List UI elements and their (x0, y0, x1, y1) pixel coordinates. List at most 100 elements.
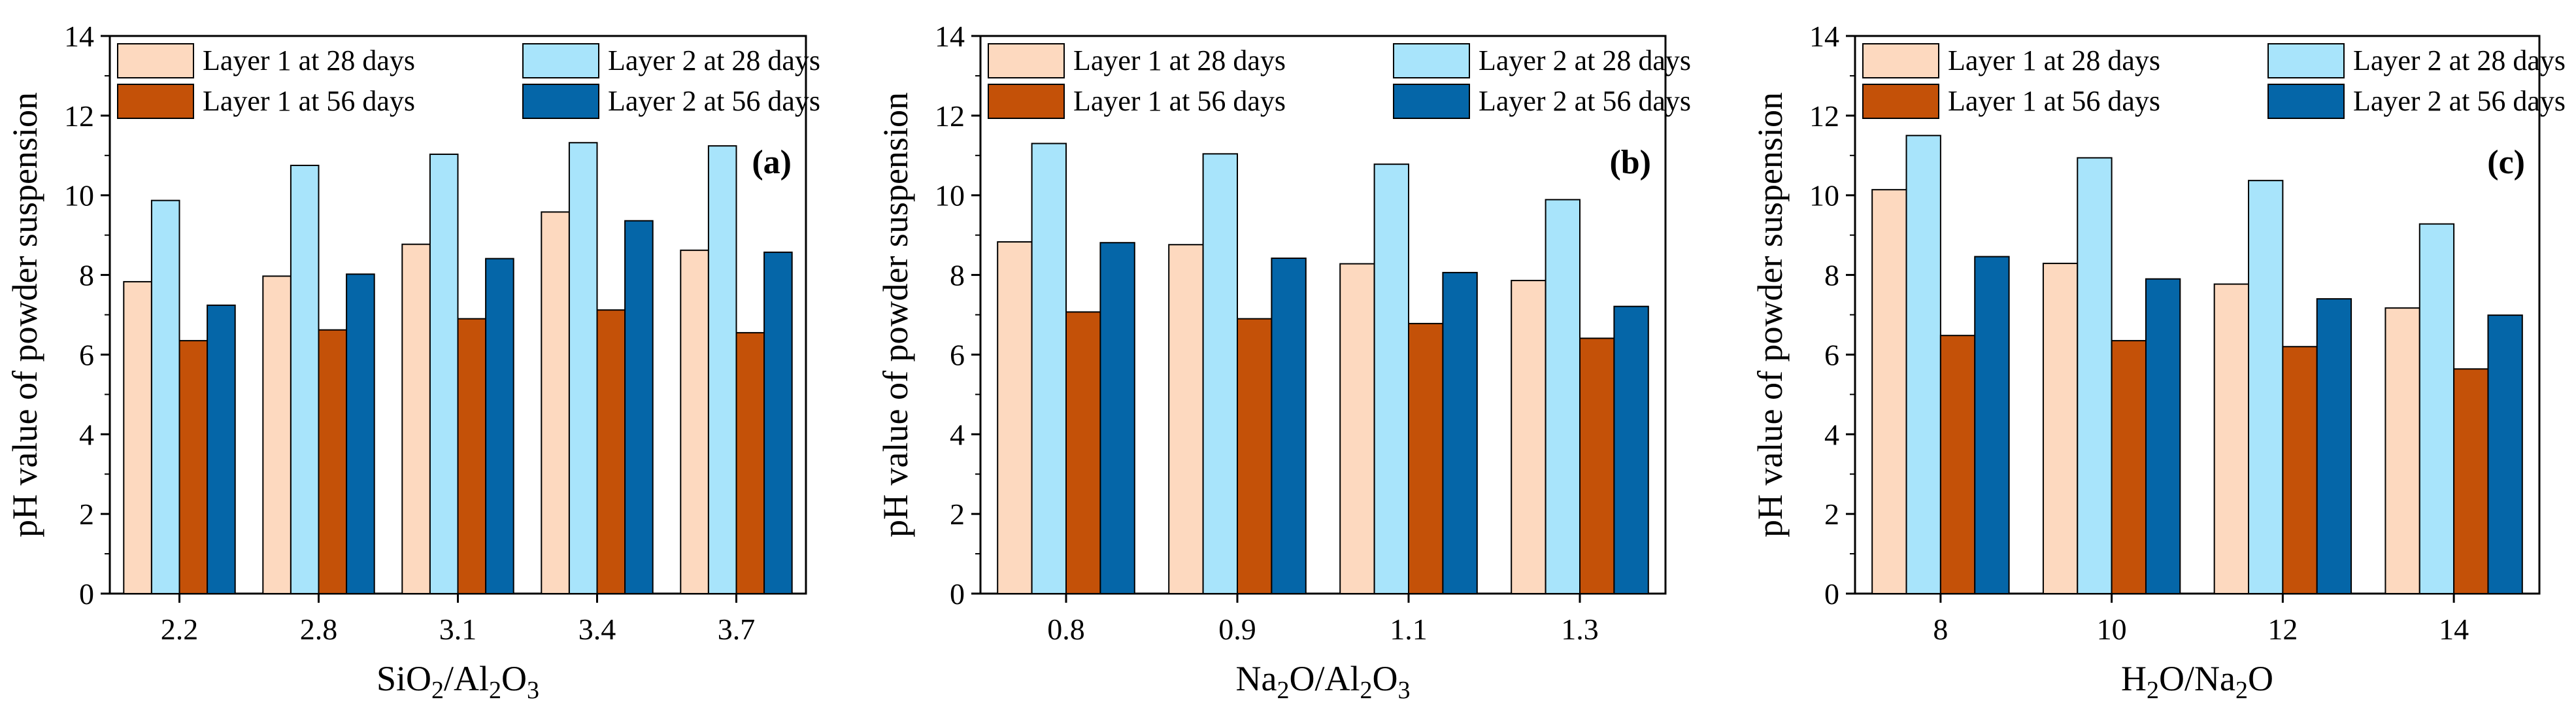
x-axis-title-subscript: 2 (1277, 677, 1289, 704)
y-tick-label: 4 (950, 418, 965, 451)
bar-layer1-56 (1408, 322, 1444, 594)
bar-layer2-56 (2145, 278, 2181, 594)
bar-layer1-28 (2384, 307, 2420, 594)
bar-layer2-28 (290, 165, 320, 594)
x-axis-title-part: SiO (376, 659, 431, 698)
bar-layer2-28 (568, 142, 598, 594)
bar-layer2-56 (624, 220, 654, 594)
legend-label: Layer 2 at 56 days (608, 85, 820, 117)
bar-layer2-28 (1031, 143, 1067, 594)
legend-label: Layer 2 at 56 days (1479, 85, 1691, 117)
legend-swatch (988, 84, 1065, 119)
chart-panel-b: 0 2 4 6 8 10 12 14 pH value of powder suspension… (876, 20, 1691, 704)
x-axis-title-part: O (1372, 659, 1397, 698)
legend-label: Layer 1 at 28 days (203, 44, 415, 76)
y-tick-label: 6 (79, 338, 94, 371)
y-tick-label: 6 (950, 338, 965, 371)
bar-layer2-56 (1099, 242, 1135, 594)
x-axis-title-part: O/Na (2159, 659, 2235, 698)
x-axis-title-subscript: 2 (431, 677, 444, 704)
y-axis-title: pH value of powder suspension (1750, 92, 1790, 537)
bar-layer2-56 (485, 258, 514, 595)
x-tick-label: 3.4 (578, 613, 616, 646)
bar-layer1-28 (997, 241, 1033, 594)
chart-panel-a: 0 2 4 6 8 10 12 14 pH value of powder suspension… (5, 20, 820, 704)
y-tick-label: 4 (1824, 418, 1839, 451)
bar-layer1-56 (318, 329, 348, 594)
x-tick-label: 3.7 (718, 613, 756, 646)
x-axis-title-part: O (501, 659, 527, 698)
legend-label: Layer 1 at 28 days (1073, 44, 1286, 76)
bar-layer2-28 (1545, 199, 1581, 594)
x-axis-title-part: /Al (444, 659, 489, 698)
x-axis-title-part: H (2121, 659, 2147, 698)
x-axis-title: SiO2/Al2O3 (376, 659, 539, 704)
bar-layer1-56 (596, 309, 626, 594)
legend-swatch (1393, 84, 1470, 119)
bar-layer2-28 (707, 145, 737, 595)
x-axis-title-subscript: 2 (2147, 677, 2159, 704)
bar-layer1-56 (457, 318, 487, 594)
bar-layer2-28 (1373, 163, 1410, 594)
panel-label: (c) (2487, 144, 2525, 181)
x-tick-label: 2.8 (300, 613, 338, 646)
bar-layer2-56 (207, 304, 236, 594)
bar-layer2-56 (1974, 256, 2010, 594)
bar-layer2-56 (1442, 271, 1478, 594)
bar-layer1-28 (2042, 262, 2079, 594)
x-axis-title-subscript: 2 (489, 677, 501, 704)
x-tick-label: 0.8 (1047, 613, 1085, 646)
bar-layer1-28 (1168, 244, 1204, 595)
bar-layer1-28 (541, 211, 570, 595)
legend-swatch (2267, 43, 2345, 78)
legend-swatch (1393, 43, 1470, 78)
legend-label: Layer 2 at 28 days (608, 44, 820, 76)
y-tick-label: 0 (950, 577, 965, 611)
bar-layer1-28 (680, 249, 709, 594)
x-tick-label: 8 (1933, 613, 1948, 646)
legend-label: Layer 1 at 28 days (1948, 44, 2160, 76)
bar-layer2-28 (2418, 223, 2455, 594)
bar-layer2-28 (2248, 180, 2284, 594)
y-tick-label: 2 (1824, 497, 1839, 531)
bar-layer1-56 (2282, 346, 2318, 594)
bar-layer1-28 (1511, 280, 1547, 594)
panel-label: (a) (752, 144, 792, 181)
x-axis-title-subscript: 3 (1397, 677, 1410, 704)
y-tick-label: 14 (1809, 20, 1839, 53)
x-tick-label: 0.9 (1218, 613, 1256, 646)
legend-label: Layer 1 at 56 days (203, 85, 415, 117)
bar-layer2-56 (763, 251, 793, 594)
bar-layer1-28 (123, 280, 152, 594)
legend-swatch (2267, 84, 2345, 119)
bar-layer2-56 (2316, 298, 2352, 594)
bar-layer1-28 (401, 243, 431, 594)
bar-layer2-56 (1271, 257, 1307, 594)
legend-swatch (1862, 84, 1939, 119)
x-tick-label: 14 (2439, 613, 2469, 646)
y-axis-title: pH value of powder suspension (876, 92, 915, 537)
y-tick-label: 14 (64, 20, 94, 53)
y-tick-label: 0 (1824, 577, 1839, 611)
bar-layer1-56 (1579, 337, 1615, 595)
bar-layer1-56 (1065, 311, 1101, 594)
x-tick-label: 1.3 (1561, 613, 1599, 646)
legend-swatch (522, 84, 599, 119)
legend-swatch (988, 43, 1065, 78)
y-tick-label: 14 (935, 20, 965, 53)
bar-layer2-28 (429, 153, 459, 594)
y-tick-label: 4 (79, 418, 94, 451)
legend-label: Layer 1 at 56 days (1948, 85, 2160, 117)
y-tick-label: 10 (1809, 179, 1839, 212)
y-tick-label: 8 (1824, 259, 1839, 292)
y-tick-label: 2 (950, 497, 965, 531)
bar-layer1-56 (1237, 318, 1273, 594)
bar-layer1-56 (178, 340, 209, 594)
bar-layer2-28 (150, 199, 180, 594)
x-axis-title-subscript: 3 (527, 677, 539, 704)
bar-layer2-56 (1613, 305, 1649, 594)
legend-label: Layer 2 at 28 days (1479, 44, 1691, 76)
bar-layer2-56 (346, 273, 375, 594)
x-axis-title-part: O (2248, 659, 2273, 698)
